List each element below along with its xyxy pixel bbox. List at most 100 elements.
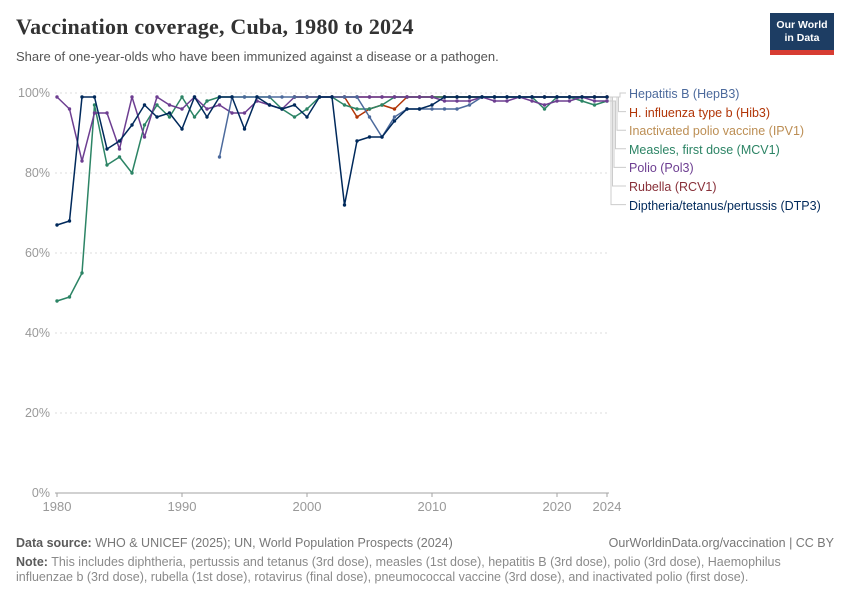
data-point-hepb3[interactable]	[455, 107, 459, 111]
data-point-hepb3[interactable]	[267, 95, 272, 99]
data-point-dtp3[interactable]	[142, 103, 147, 107]
data-point-dtp3[interactable]	[267, 103, 272, 107]
data-point-pol3[interactable]	[530, 99, 534, 103]
data-point-pol3[interactable]	[155, 95, 159, 99]
data-point-dtp3[interactable]	[130, 123, 134, 127]
data-point-dtp3[interactable]	[380, 135, 384, 139]
series-line-dtp3[interactable]	[56, 96, 607, 226]
data-point-dtp3[interactable]	[467, 95, 472, 99]
data-point-hepb3[interactable]	[217, 155, 222, 159]
data-point-dtp3[interactable]	[417, 107, 422, 111]
data-point-hib3[interactable]	[392, 107, 397, 111]
data-point-pol3[interactable]	[242, 111, 247, 115]
data-point-pol3[interactable]	[380, 95, 384, 99]
data-point-pol3[interactable]	[492, 99, 497, 103]
series-hepb3[interactable]	[217, 95, 609, 159]
data-point-dtp3[interactable]	[292, 103, 297, 107]
data-point-dtp3[interactable]	[542, 95, 547, 99]
data-point-dtp3[interactable]	[492, 95, 497, 99]
data-point-dtp3[interactable]	[455, 95, 459, 99]
data-point-dtp3[interactable]	[230, 95, 234, 99]
series-mcv1[interactable]	[55, 95, 609, 303]
data-point-pol3[interactable]	[455, 99, 459, 103]
data-point-dtp3[interactable]	[367, 135, 372, 139]
data-point-dtp3[interactable]	[405, 107, 409, 111]
data-point-dtp3[interactable]	[217, 95, 222, 99]
data-point-pol3[interactable]	[217, 103, 222, 107]
data-point-mcv1[interactable]	[380, 103, 384, 107]
data-point-dtp3[interactable]	[167, 111, 172, 115]
data-point-mcv1[interactable]	[542, 107, 547, 111]
data-point-dtp3[interactable]	[255, 95, 259, 99]
data-point-pol3[interactable]	[405, 95, 409, 99]
data-point-dtp3[interactable]	[105, 147, 109, 151]
data-point-dtp3[interactable]	[605, 95, 609, 99]
data-point-pol3[interactable]	[467, 99, 472, 103]
data-point-pol3[interactable]	[80, 159, 84, 163]
series-line-mcv1[interactable]	[56, 96, 608, 302]
data-point-mcv1[interactable]	[80, 271, 84, 275]
data-point-dtp3[interactable]	[505, 95, 509, 99]
legend-item-mcv1[interactable]: Measles, first dose (MCV1)	[629, 142, 780, 157]
data-point-dtp3[interactable]	[342, 203, 347, 207]
data-point-dtp3[interactable]	[155, 115, 159, 119]
data-point-dtp3[interactable]	[592, 95, 597, 99]
owid-logo[interactable]: Our World in Data	[770, 13, 834, 55]
data-point-dtp3[interactable]	[242, 127, 247, 131]
data-point-hepb3[interactable]	[305, 95, 309, 99]
series-line-hepb3[interactable]	[218, 96, 608, 158]
data-point-pol3[interactable]	[92, 111, 97, 115]
series-line-pol3[interactable]	[56, 96, 607, 162]
data-point-mcv1[interactable]	[180, 95, 184, 99]
data-point-pol3[interactable]	[130, 95, 134, 99]
data-point-dtp3[interactable]	[442, 95, 447, 99]
data-point-pol3[interactable]	[567, 99, 572, 103]
data-point-pol3[interactable]	[367, 95, 372, 99]
data-point-hepb3[interactable]	[355, 95, 359, 99]
data-point-mcv1[interactable]	[67, 295, 72, 299]
data-point-pol3[interactable]	[442, 99, 447, 103]
data-point-pol3[interactable]	[430, 95, 434, 99]
line-chart[interactable]: 1980 1990 2000 2010 2020 2024 0% 20% 40% 60% 80% 10…	[0, 80, 628, 520]
data-point-dtp3[interactable]	[192, 95, 197, 99]
data-point-mcv1[interactable]	[592, 103, 597, 107]
data-point-mcv1[interactable]	[117, 155, 122, 159]
data-point-mcv1[interactable]	[367, 107, 372, 111]
data-point-dtp3[interactable]	[80, 95, 84, 99]
data-point-mcv1[interactable]	[155, 103, 159, 107]
data-point-pol3[interactable]	[67, 107, 72, 111]
data-point-hib3[interactable]	[355, 115, 359, 119]
data-point-dtp3[interactable]	[567, 95, 572, 99]
data-point-pol3[interactable]	[542, 103, 547, 107]
data-point-pol3[interactable]	[167, 103, 172, 107]
data-point-pol3[interactable]	[392, 95, 397, 99]
data-point-dtp3[interactable]	[305, 115, 309, 119]
data-point-dtp3[interactable]	[205, 115, 209, 119]
data-point-pol3[interactable]	[205, 107, 209, 111]
data-point-pol3[interactable]	[105, 111, 109, 115]
data-point-pol3[interactable]	[417, 95, 422, 99]
data-point-mcv1[interactable]	[192, 115, 197, 119]
data-point-hepb3[interactable]	[242, 95, 247, 99]
data-point-hepb3[interactable]	[467, 103, 472, 107]
data-point-dtp3[interactable]	[480, 95, 484, 99]
data-point-hepb3[interactable]	[292, 95, 297, 99]
data-point-hepb3[interactable]	[280, 95, 284, 99]
data-point-mcv1[interactable]	[55, 299, 59, 303]
legend-item-hib3[interactable]: H. influenza type b (Hib3)	[629, 105, 771, 120]
data-point-pol3[interactable]	[142, 135, 147, 139]
data-point-dtp3[interactable]	[517, 95, 522, 99]
data-point-dtp3[interactable]	[67, 219, 72, 223]
data-point-dtp3[interactable]	[317, 95, 322, 99]
data-point-mcv1[interactable]	[305, 107, 309, 111]
data-point-hepb3[interactable]	[392, 115, 397, 119]
data-point-hepb3[interactable]	[342, 95, 347, 99]
legend-item-pol3[interactable]: Polio (Pol3)	[629, 161, 694, 176]
data-point-dtp3[interactable]	[55, 223, 59, 227]
series-pol3[interactable]	[55, 95, 609, 163]
data-point-mcv1[interactable]	[342, 103, 347, 107]
data-point-mcv1[interactable]	[580, 99, 584, 103]
data-point-mcv1[interactable]	[167, 115, 172, 119]
data-point-dtp3[interactable]	[392, 119, 397, 123]
legend-item-dtp3[interactable]: Diptheria/tetanus/pertussis (DTP3)	[629, 198, 821, 213]
